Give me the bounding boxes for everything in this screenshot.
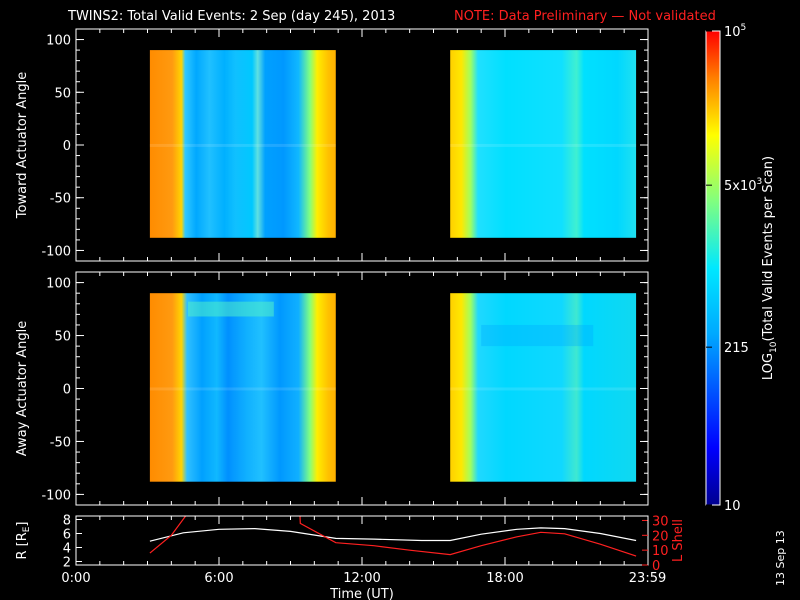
zero-angle-band (149, 387, 336, 391)
y-tick-label: -50 (50, 192, 71, 207)
y-tick-label: 100 (46, 277, 71, 292)
y-axis-label-right: L Shell (671, 519, 686, 562)
y-tick-label: -50 (50, 435, 71, 450)
y-tick-label: 4 (63, 542, 71, 557)
heatmap-block (450, 293, 637, 482)
y-tick-label: 6 (63, 528, 71, 543)
x-axis-label: Time (UT) (329, 587, 394, 600)
date-stamp: 13 Sep 13 (774, 530, 787, 586)
lshell-line (149, 516, 637, 557)
heatmap-block (450, 50, 637, 238)
y-tick-label: 2 (63, 556, 71, 571)
x-tick-label: 12:00 (343, 571, 380, 586)
y-axis-label: Away Actuator Angle (15, 321, 30, 456)
heatmap-block (149, 50, 336, 238)
y-tick-label: -100 (41, 488, 71, 503)
y-tick-label-right: 20 (652, 529, 669, 544)
colorbar-label: LOG10(Total Valid Events per Scan) (761, 156, 779, 380)
x-tick-label: 23:59 (629, 571, 666, 586)
y-tick-label-right: 0 (652, 559, 660, 574)
y-axis-label-left: R [RE] (15, 521, 32, 559)
chart-title: TWINS2: Total Valid Events: 2 Sep (day 2… (67, 9, 395, 24)
x-tick-label: 18:00 (486, 571, 523, 586)
zero-angle-band (149, 143, 336, 147)
tick-base: 5x10 (724, 179, 757, 194)
colorbar-tick-label: 215 (724, 341, 749, 356)
heatmap-block (149, 293, 336, 482)
tick-exponent: 5 (741, 23, 747, 33)
y-tick-label: 0 (63, 383, 71, 398)
radius-line (149, 527, 637, 542)
y-tick-label: 8 (63, 514, 71, 529)
y-tick-label: 100 (46, 34, 71, 49)
colorbar-scale (705, 30, 721, 506)
tick-base: 10 (724, 25, 741, 40)
y-tick-label: -100 (41, 244, 71, 259)
tick-exponent: 3 (757, 177, 763, 187)
y-label-sub: E (22, 526, 32, 532)
x-tick-label: 6:00 (204, 571, 233, 586)
heatmap-feature (481, 324, 594, 347)
zero-angle-band (450, 143, 637, 147)
y-tick-label-right: 30 (652, 514, 669, 529)
y-label-part: R [R (15, 532, 30, 559)
colorbar-tick-label: 105 (724, 23, 746, 40)
zero-angle-band (450, 387, 637, 391)
y-tick-label: 0 (63, 139, 71, 154)
preliminary-note: NOTE: Data Preliminary — Not validated (454, 9, 716, 24)
y-tick-label-right: 10 (652, 544, 669, 559)
x-tick-label: 0:00 (61, 571, 90, 586)
y-tick-label: 50 (54, 86, 71, 101)
y-label-part: ] (15, 521, 30, 526)
colorbar-tick-label: 10 (724, 499, 741, 514)
colorbar-tick-label: 5x103 (724, 177, 762, 194)
away-angle-panel: 100 50 0 -50 -100 Away Actuator Angle (15, 271, 649, 506)
heatmap-feature (188, 301, 274, 317)
toward-angle-panel: 100 50 0 -50 -100 Toward Actuator Angle (15, 28, 649, 262)
y-axis-label: Toward Actuator Angle (15, 72, 30, 219)
y-tick-label: 50 (54, 330, 71, 345)
